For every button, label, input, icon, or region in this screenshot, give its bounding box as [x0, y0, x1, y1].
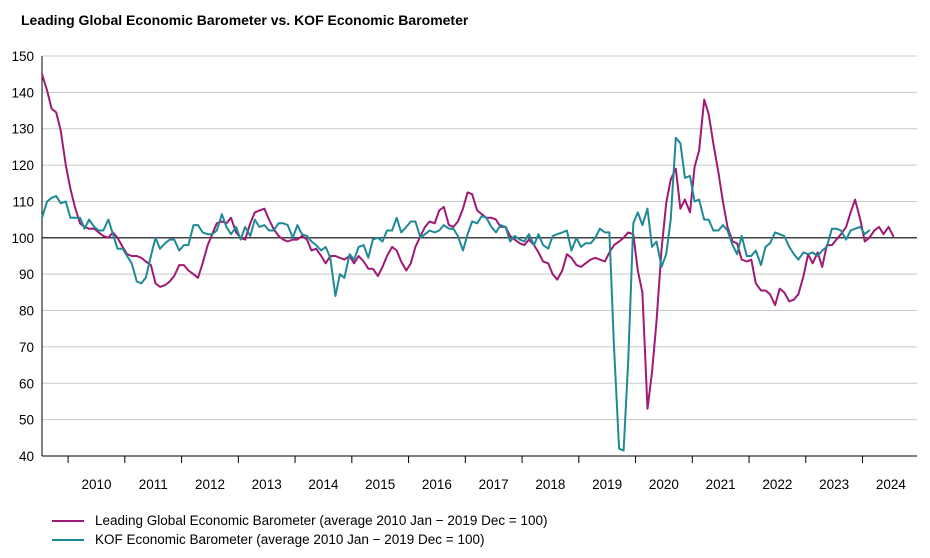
chart-title: Leading Global Economic Barometer vs. KO…	[21, 12, 469, 28]
y-tick-label: 40	[19, 449, 34, 464]
x-tick-label: 2016	[422, 477, 452, 492]
legend-label-kof: KOF Economic Barometer (average 2010 Jan…	[95, 532, 485, 547]
y-tick-label: 130	[11, 122, 34, 137]
y-axis-tick-labels: 40 50 60 70 80 90 100 110 120 130 140 150	[11, 49, 34, 464]
y-tick-label: 80	[19, 304, 34, 319]
x-tick-label: 2019	[592, 477, 622, 492]
legend-swatch-kof	[52, 538, 84, 541]
y-tick-label: 60	[19, 376, 34, 391]
legend-label-leading: Leading Global Economic Barometer (avera…	[95, 513, 548, 528]
x-tick-label: 2023	[819, 477, 849, 492]
x-tick-label: 2021	[706, 477, 736, 492]
series-line-leading-global	[41, 73, 895, 410]
legend: Leading Global Economic Barometer (avera…	[52, 511, 548, 549]
x-tick-label: 2017	[479, 477, 509, 492]
legend-item-leading: Leading Global Economic Barometer (avera…	[52, 511, 548, 530]
x-axis: 2010 2011 2012 2013 2014 2015 2016 2017 2018 2019…	[41, 56, 917, 492]
x-tick-label: 2011	[139, 477, 168, 492]
y-tick-label: 150	[11, 49, 34, 64]
x-tick-label: 2013	[252, 477, 282, 492]
y-tick-label: 70	[19, 340, 34, 355]
x-tick-label: 2015	[365, 477, 395, 492]
y-tick-label: 110	[12, 194, 34, 209]
legend-item-kof: KOF Economic Barometer (average 2010 Jan…	[52, 530, 548, 549]
series-line-kof	[41, 136, 871, 452]
x-tick-label: 2024	[876, 477, 907, 492]
series-lines	[41, 73, 895, 452]
x-tick-label: 2012	[195, 477, 225, 492]
x-tick-label: 2018	[535, 477, 565, 492]
y-tick-label: 120	[11, 158, 34, 173]
x-tick-label: 2022	[762, 477, 792, 492]
x-tick-label: 2014	[308, 477, 339, 492]
y-tick-label: 140	[11, 85, 34, 100]
gridlines	[42, 55, 917, 457]
y-tick-label: 100	[11, 231, 34, 246]
y-tick-label: 50	[19, 413, 34, 428]
legend-swatch-leading	[52, 519, 84, 522]
x-tick-label: 2010	[81, 477, 111, 492]
y-tick-label: 90	[19, 267, 34, 282]
x-tick-label: 2020	[649, 477, 679, 492]
